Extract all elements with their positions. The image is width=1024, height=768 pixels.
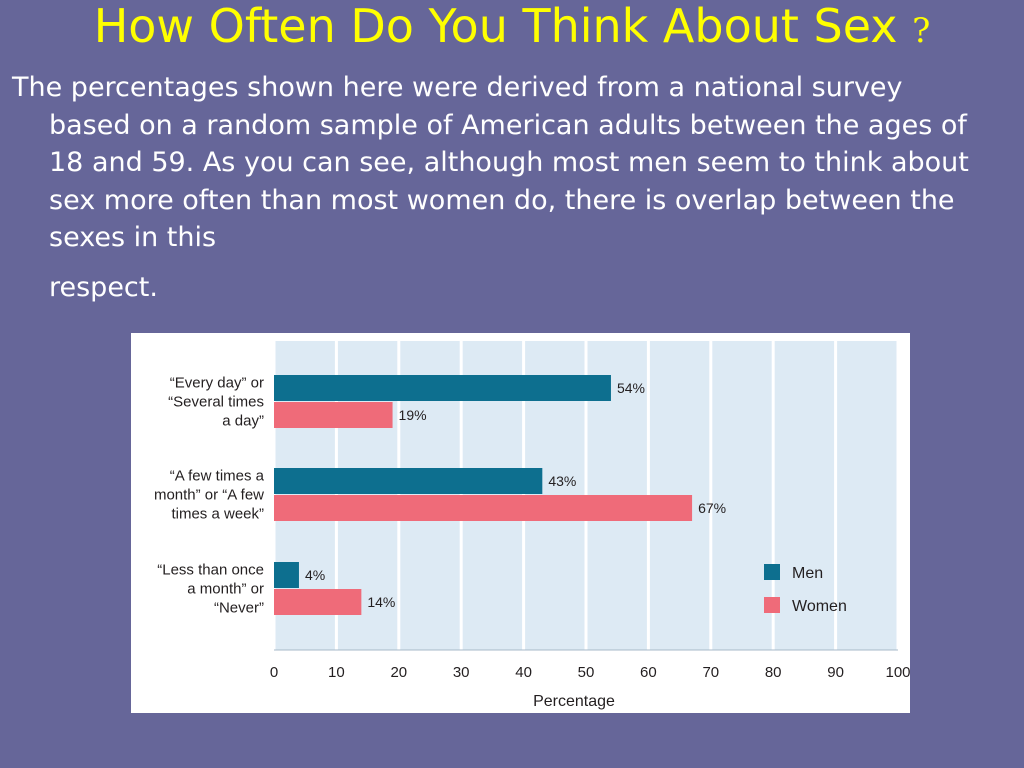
bar-men-3 bbox=[274, 562, 299, 588]
bar-men-1 bbox=[274, 375, 611, 401]
x-tick-label: 20 bbox=[390, 664, 407, 681]
body-paragraph: The percentages shown here were derived … bbox=[12, 72, 969, 253]
bar-chart-panel: 54% 19% “Every day” or “Several times a day”… bbox=[131, 333, 910, 713]
x-tick-label: 0 bbox=[270, 664, 278, 681]
value-label: 43% bbox=[548, 473, 576, 489]
bar-women-3 bbox=[274, 589, 362, 615]
category-label: month” or “A few bbox=[154, 487, 264, 504]
x-tick-label: 80 bbox=[765, 664, 782, 681]
legend-label-women: Women bbox=[792, 598, 847, 615]
category-label: a day” bbox=[222, 413, 264, 430]
category-label: “Several times bbox=[168, 394, 264, 411]
legend-swatch-men bbox=[764, 564, 780, 580]
legend-label-men: Men bbox=[792, 565, 823, 582]
slide-title: How Often Do You Think About Sex ? bbox=[0, 0, 1024, 57]
x-tick-label: 40 bbox=[515, 664, 532, 681]
bar-chart: 54% 19% “Every day” or “Several times a day”… bbox=[154, 341, 910, 710]
slide-body-text: The percentages shown here were derived … bbox=[12, 69, 972, 306]
value-label: 19% bbox=[399, 407, 427, 423]
slide-title-question-mark: ? bbox=[912, 11, 931, 51]
bar-women-2 bbox=[274, 495, 693, 521]
category-label: a month” or bbox=[187, 581, 264, 598]
category-label: “A few times a bbox=[170, 468, 265, 485]
x-tick-label: 10 bbox=[328, 664, 345, 681]
x-tick-label: 100 bbox=[885, 664, 910, 681]
x-axis-title: Percentage bbox=[533, 693, 615, 710]
x-tick-label: 90 bbox=[827, 664, 844, 681]
bar-men-2 bbox=[274, 468, 543, 494]
value-label: 67% bbox=[698, 500, 726, 516]
x-tick-label: 70 bbox=[702, 664, 719, 681]
legend-swatch-women bbox=[764, 597, 780, 613]
value-label: 14% bbox=[367, 594, 395, 610]
slide-title-text: How Often Do You Think About Sex bbox=[93, 0, 898, 53]
value-label: 4% bbox=[305, 567, 325, 583]
category-label: times a week” bbox=[171, 506, 264, 523]
value-label: 54% bbox=[617, 380, 645, 396]
x-tick-label: 50 bbox=[578, 664, 595, 681]
x-tick-label: 30 bbox=[453, 664, 470, 681]
category-label: “Never” bbox=[214, 600, 264, 617]
bar-women-1 bbox=[274, 402, 393, 428]
x-tick-label: 60 bbox=[640, 664, 657, 681]
category-label: “Every day” or bbox=[170, 375, 264, 392]
body-paragraph-end: respect. bbox=[49, 271, 158, 303]
category-label: “Less than once bbox=[157, 562, 264, 579]
